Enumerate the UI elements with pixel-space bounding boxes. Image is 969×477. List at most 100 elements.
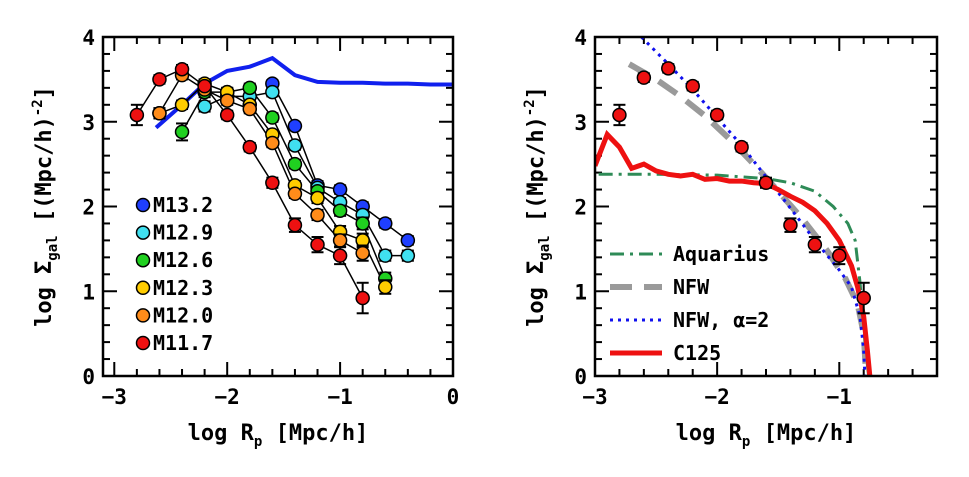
data-point	[661, 61, 676, 76]
data-point-m12-0	[219, 93, 235, 108]
series-line	[181, 87, 386, 279]
data-point	[832, 248, 847, 263]
data-point-m12-0	[287, 186, 303, 202]
legend-marker	[135, 308, 151, 323]
legend-label: C125	[673, 341, 721, 365]
x-axis-label: log Rp [Mpc/h]	[676, 421, 857, 450]
plot-area	[595, 37, 873, 376]
y-axis-label: log Σgal [(Mpc/h)-2]	[30, 86, 61, 327]
panel-right: −3 −2 −1 0 1 2 3 4 log Rp [Mpc/h] log Σgal [(Mpc/…	[522, 26, 939, 450]
data-point-m12-0	[242, 101, 258, 117]
data-point	[856, 290, 871, 306]
data-point-m11-7	[197, 78, 212, 94]
x-tick-label: −3	[582, 385, 607, 409]
legend-label: NFW	[673, 275, 710, 299]
y-tick-label: 2	[574, 196, 587, 220]
y-axis-label-part: -2	[30, 99, 46, 116]
x-axis-label-units: [Mpc/h]	[262, 421, 368, 446]
legend-label: M13.2	[153, 193, 213, 217]
y-tick-label: 0	[82, 365, 95, 389]
y-axis-label-part: ]	[32, 86, 57, 99]
data-point	[807, 237, 823, 252]
data-point-m12-6	[287, 156, 303, 172]
data-point-m11-7	[174, 61, 190, 77]
y-tick-label: 3	[82, 111, 95, 135]
legend-marker	[135, 225, 151, 240]
y-axis-label-part: gal	[537, 235, 553, 260]
legend-marker	[135, 252, 151, 268]
y-axis-label-part: ]	[524, 86, 549, 99]
y-axis-label-part: log Σ	[32, 261, 57, 327]
x-tick-label: −1	[827, 385, 852, 409]
x-tick-label: −2	[704, 385, 729, 409]
data-point	[636, 70, 652, 85]
plot-area	[129, 55, 453, 315]
y-axis-label: log Σgal [(Mpc/h)-2]	[522, 86, 553, 327]
legend-label: M12.6	[153, 248, 213, 272]
y-tick-label: 0	[574, 365, 587, 389]
data-point-m11-7	[355, 290, 370, 306]
data-point-m11-7	[287, 217, 303, 233]
y-tick-label: 1	[82, 280, 95, 304]
data-point	[612, 107, 627, 123]
x-tick-label: 0	[447, 385, 460, 409]
data-point-m12-3	[174, 97, 190, 113]
data-point-m12-6	[332, 203, 348, 218]
legend-marker	[135, 197, 151, 213]
y-axis-label-part: log Σ	[524, 261, 549, 327]
x-axis-label: log Rp [Mpc/h]	[188, 421, 369, 450]
data-point-m12-9	[378, 248, 393, 263]
panel-left: −3 −2 −1 0 0 1 2 3 4 log Rp [Mpc/h] log Σgal [(Mpc…	[30, 26, 459, 450]
y-tick-label: 1	[574, 280, 587, 304]
data-point-m11-7	[219, 107, 235, 123]
data-point	[685, 78, 700, 94]
y-tick-label: 4	[574, 26, 587, 50]
data-point-m12-6	[265, 110, 280, 125]
series-line	[158, 74, 364, 254]
data-point-m13-2	[332, 182, 348, 197]
y-axis-label-part: -2	[522, 99, 538, 116]
data-point-m12-9	[197, 99, 212, 114]
x-axis-label-main: log R	[188, 421, 255, 446]
x-axis-label-main: log R	[676, 421, 743, 446]
data-point-m12-6	[242, 80, 258, 96]
data-point-m11-7	[129, 107, 145, 123]
legend-label: M11.7	[153, 331, 213, 355]
data-point-m12-0	[265, 135, 280, 151]
x-axis-label-sub: p	[254, 434, 262, 450]
y-tick-label: 2	[82, 196, 95, 220]
data-point	[709, 107, 725, 123]
x-tick-label: −2	[215, 385, 240, 409]
data-point-m11-7	[265, 175, 280, 191]
x-axis-label-sub: p	[742, 434, 750, 450]
y-tick-label: 3	[574, 111, 587, 135]
data-point-m13-2	[400, 233, 416, 248]
data-point-m11-7	[310, 237, 325, 252]
y-tick-label: 4	[82, 26, 95, 50]
data-point-m13-2	[378, 216, 393, 231]
legend-marker	[135, 280, 151, 296]
data-point-m12-3	[310, 190, 325, 206]
data-point-m13-2	[287, 118, 303, 134]
data-point	[734, 139, 749, 155]
model-line-c125	[595, 129, 873, 376]
series-line	[204, 91, 408, 257]
model-line-aquarius	[598, 172, 871, 376]
data-point-m12-9	[287, 138, 303, 153]
legend-label: NFW, α=2	[673, 308, 769, 332]
data-point-m11-7	[332, 248, 348, 263]
data-point-m11-7	[152, 72, 167, 87]
x-axis-label-units: [Mpc/h]	[750, 421, 856, 446]
data-point-m12-9	[265, 84, 280, 100]
y-axis-label-part: gal	[45, 235, 61, 260]
data-point	[783, 217, 798, 233]
data-point-m11-7	[242, 139, 258, 155]
data-point-m12-9	[400, 248, 416, 263]
plot-frame	[593, 35, 939, 378]
plot-frame	[101, 35, 455, 378]
legend-label: M12.9	[153, 221, 213, 245]
data-point	[758, 175, 774, 191]
data-point-m12-0	[152, 106, 167, 121]
y-axis-label-part: [(Mpc/h)	[524, 116, 549, 235]
